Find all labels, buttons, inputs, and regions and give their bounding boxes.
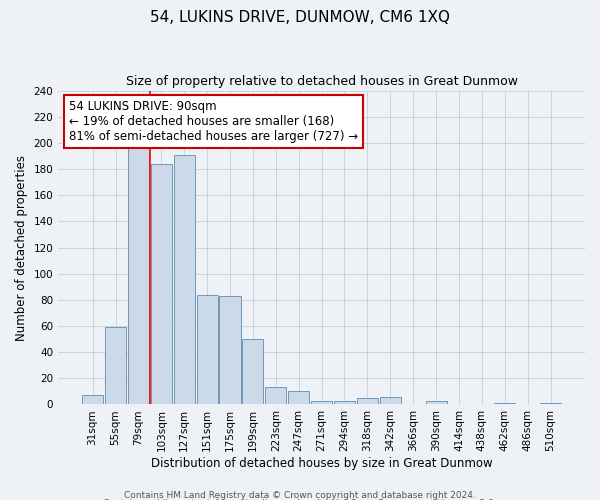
Bar [128,140,149,404]
Text: 54 LUKINS DRIVE: 90sqm
← 19% of detached houses are smaller (168)
81% of semi-de: 54 LUKINS DRIVE: 90sqm ← 19% of detached… [69,100,358,143]
Bar [197,294,218,405]
Bar [220,296,241,405]
Bar [288,392,309,404]
Bar [311,400,332,404]
Bar [242,339,263,404]
Bar [494,403,515,404]
Bar [265,388,286,404]
Bar [82,396,103,404]
Title: Size of property relative to detached houses in Great Dunmow: Size of property relative to detached ho… [125,75,518,88]
Bar [173,154,195,404]
Bar [380,396,401,404]
X-axis label: Distribution of detached houses by size in Great Dunmow: Distribution of detached houses by size … [151,457,493,470]
Text: Contains HM Land Registry data © Crown copyright and database right 2024.: Contains HM Land Registry data © Crown c… [124,490,476,500]
Bar [425,400,446,404]
Bar [357,398,378,404]
Bar [105,328,126,404]
Bar [151,164,172,404]
Text: Contains public sector information licensed under the Open Government Licence v3: Contains public sector information licen… [103,499,497,500]
Bar [334,400,355,404]
Y-axis label: Number of detached properties: Number of detached properties [15,154,28,340]
Bar [540,403,561,404]
Text: 54, LUKINS DRIVE, DUNMOW, CM6 1XQ: 54, LUKINS DRIVE, DUNMOW, CM6 1XQ [150,10,450,25]
